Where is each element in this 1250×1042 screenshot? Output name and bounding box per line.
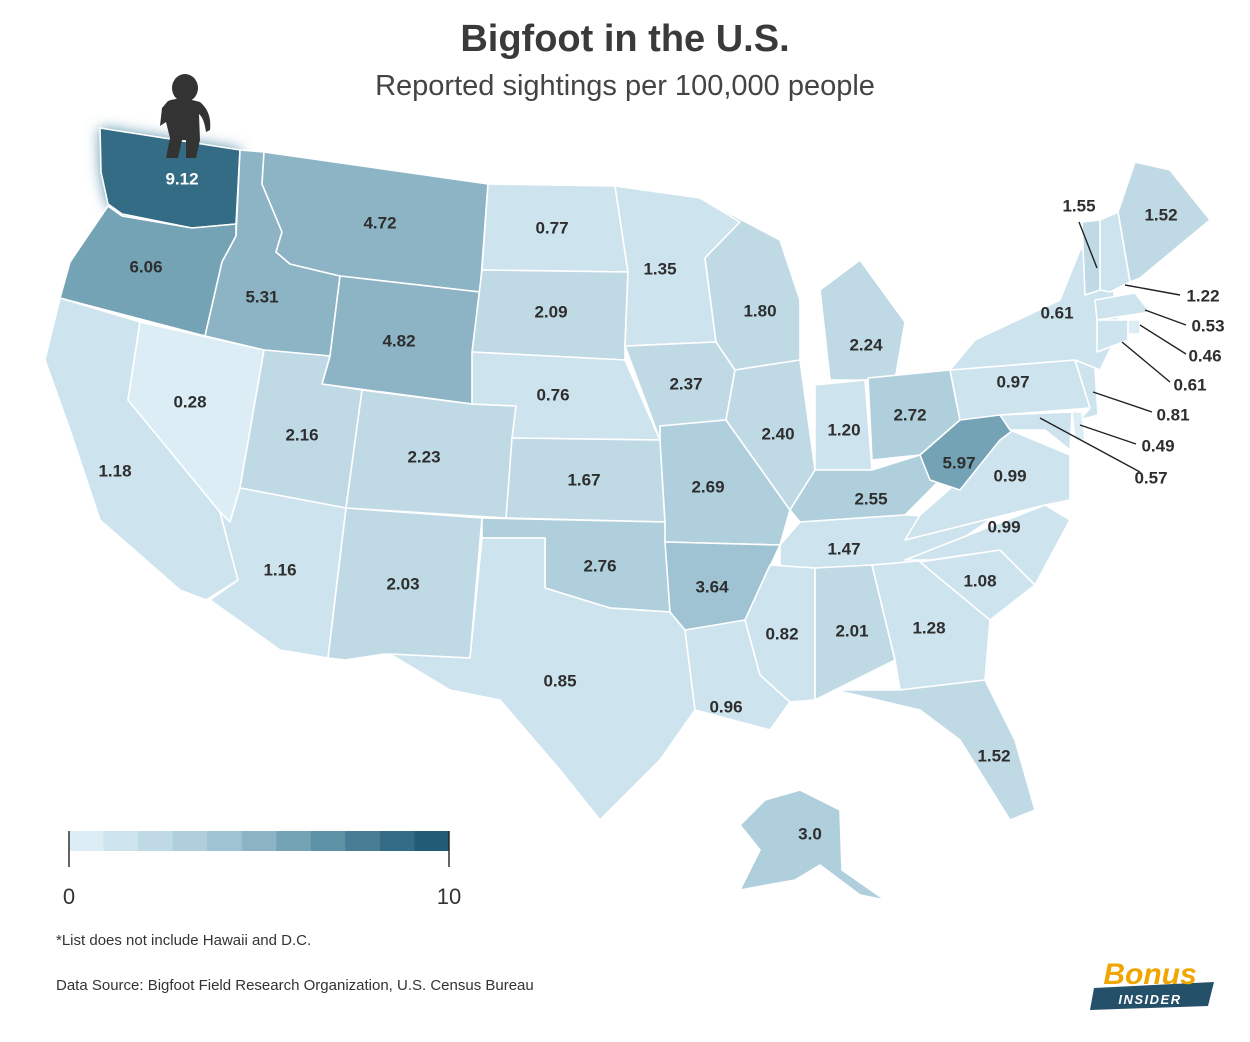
state-value-or: 6.06 xyxy=(129,257,162,276)
state-value-nh: 1.22 xyxy=(1186,286,1219,305)
state-value-ar: 3.64 xyxy=(695,577,729,596)
svg-text:Bonus: Bonus xyxy=(1103,958,1196,991)
state-value-in: 1.20 xyxy=(827,420,860,439)
state-fl xyxy=(834,679,1036,821)
state-value-mn: 1.35 xyxy=(643,259,676,278)
state-value-wi: 1.80 xyxy=(743,301,776,320)
scale-swatch xyxy=(241,831,277,851)
state-sd xyxy=(471,269,629,361)
state-value-ga: 1.28 xyxy=(912,618,945,637)
state-value-mi: 2.24 xyxy=(849,335,883,354)
state-mi xyxy=(819,259,906,381)
state-value-wa: 9.12 xyxy=(165,169,198,188)
state-value-nv: 0.28 xyxy=(173,392,206,411)
leader-line-vt xyxy=(1078,221,1098,269)
state-value-ut: 2.16 xyxy=(285,425,318,444)
state-value-ne: 0.76 xyxy=(536,385,569,404)
data-source: Data Source: Bigfoot Field Research Orga… xyxy=(56,977,534,994)
state-value-ca: 1.18 xyxy=(98,461,131,480)
state-value-ma: 0.53 xyxy=(1191,316,1224,335)
state-al xyxy=(814,564,896,701)
svg-text:INSIDER: INSIDER xyxy=(1118,992,1181,1007)
state-value-ak: 3.0 xyxy=(798,824,822,843)
state-value-co: 2.23 xyxy=(407,447,440,466)
scale-swatch xyxy=(276,831,312,851)
state-value-ok: 2.76 xyxy=(583,556,616,575)
state-value-nj: 0.81 xyxy=(1156,405,1189,424)
bonus-insider-logo: Bonus INSIDER xyxy=(1090,958,1214,1010)
scale-swatch xyxy=(138,831,174,851)
state-value-pa: 0.97 xyxy=(996,372,1029,391)
leader-line-ri xyxy=(1139,324,1187,355)
leader-line-ma xyxy=(1144,309,1187,326)
scale-swatch xyxy=(103,831,139,851)
state-value-az: 1.16 xyxy=(263,560,296,579)
state-value-ia: 2.37 xyxy=(669,374,702,393)
scale-swatch xyxy=(172,831,208,851)
scale-swatch xyxy=(414,831,450,851)
state-value-wy: 4.82 xyxy=(382,331,415,350)
state-value-ky: 2.55 xyxy=(854,489,887,508)
state-value-ct: 0.61 xyxy=(1173,375,1206,394)
state-tx xyxy=(389,537,696,821)
leader-line-de xyxy=(1079,424,1137,445)
state-value-sc: 1.08 xyxy=(963,571,996,590)
state-value-la: 0.96 xyxy=(709,697,742,716)
bigfoot-silhouette-icon xyxy=(160,74,211,158)
state-value-nm: 2.03 xyxy=(386,574,419,593)
state-nh xyxy=(1099,211,1131,293)
leader-line-md xyxy=(1039,417,1141,473)
state-value-md: 0.57 xyxy=(1134,468,1167,487)
leader-line-nj xyxy=(1092,391,1153,413)
state-value-wv: 5.97 xyxy=(942,453,975,472)
scale-swatch xyxy=(207,831,243,851)
footnote: *List does not include Hawaii and D.C. xyxy=(56,932,312,949)
scale-max-label: 10 xyxy=(436,884,462,909)
state-value-il: 2.40 xyxy=(761,424,794,443)
scale-swatch xyxy=(345,831,381,851)
state-value-sd: 2.09 xyxy=(534,302,567,321)
state-value-vt: 1.55 xyxy=(1062,196,1095,215)
scale-swatch xyxy=(310,831,346,851)
state-value-oh: 2.72 xyxy=(893,405,926,424)
state-ri xyxy=(1127,319,1141,335)
state-value-mo: 2.69 xyxy=(691,477,724,496)
state-value-mt: 4.72 xyxy=(363,213,396,232)
state-md xyxy=(999,411,1073,451)
state-nj xyxy=(1074,359,1099,421)
leader-line-nh xyxy=(1124,284,1181,296)
state-de xyxy=(1071,411,1086,441)
state-value-fl: 1.52 xyxy=(977,746,1010,765)
scale-min-label: 0 xyxy=(62,884,76,909)
state-value-tn: 1.47 xyxy=(827,539,860,558)
color-scale-legend xyxy=(68,831,450,867)
state-ak xyxy=(739,789,886,901)
scale-swatch xyxy=(69,831,105,851)
state-value-ms: 0.82 xyxy=(765,624,798,643)
state-value-me: 1.52 xyxy=(1144,205,1177,224)
state-value-ks: 1.67 xyxy=(567,470,600,489)
state-value-de: 0.49 xyxy=(1141,436,1174,455)
map-title: Bigfoot in the U.S. xyxy=(460,18,790,60)
state-value-nd: 0.77 xyxy=(535,218,568,237)
state-value-ny: 0.61 xyxy=(1040,303,1073,322)
state-value-id: 5.31 xyxy=(245,287,278,306)
state-value-va: 0.99 xyxy=(993,466,1026,485)
state-value-tx: 0.85 xyxy=(543,671,576,690)
state-value-nc: 0.99 xyxy=(987,517,1020,536)
state-ct xyxy=(1096,319,1129,353)
state-value-ri: 0.46 xyxy=(1188,346,1221,365)
leader-line-ct xyxy=(1121,341,1171,383)
scale-swatch xyxy=(379,831,415,851)
map-subtitle: Reported sightings per 100,000 people xyxy=(375,70,875,102)
state-value-al: 2.01 xyxy=(835,621,868,640)
